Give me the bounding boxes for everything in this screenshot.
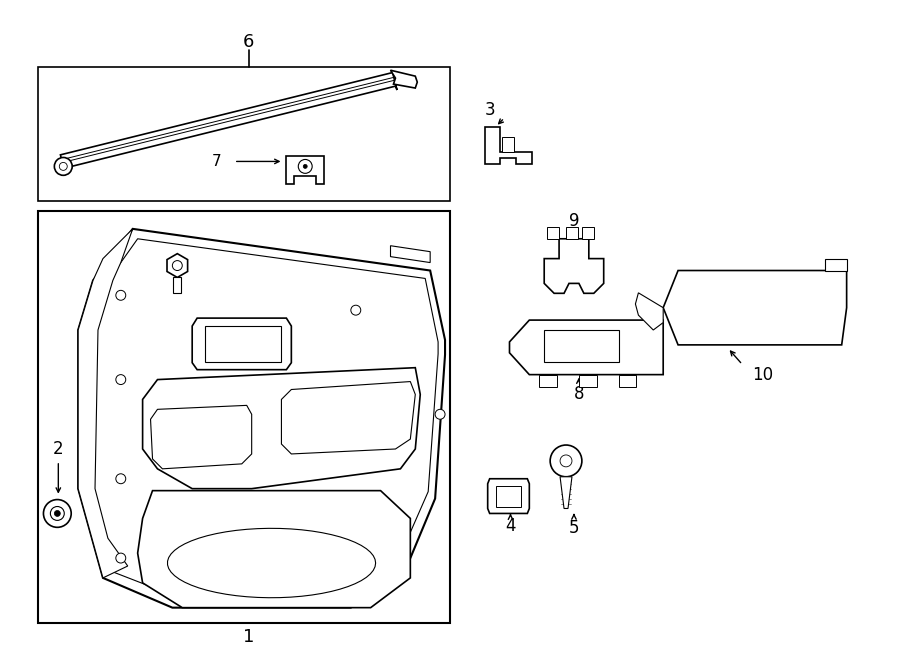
Bar [582, 227, 594, 239]
Circle shape [435, 409, 445, 419]
Circle shape [54, 157, 72, 175]
Text: 9: 9 [569, 212, 580, 230]
Bar [547, 227, 559, 239]
Polygon shape [824, 258, 847, 270]
Circle shape [351, 305, 361, 315]
Polygon shape [150, 405, 252, 469]
Circle shape [173, 260, 183, 270]
Text: 2: 2 [53, 440, 64, 458]
Polygon shape [485, 127, 532, 165]
Polygon shape [138, 490, 410, 607]
Circle shape [116, 375, 126, 385]
Polygon shape [560, 477, 572, 508]
Circle shape [43, 500, 71, 527]
Polygon shape [174, 278, 181, 293]
Text: 10: 10 [752, 366, 773, 383]
Polygon shape [286, 157, 324, 184]
Polygon shape [496, 486, 521, 506]
Polygon shape [544, 330, 618, 362]
Circle shape [54, 510, 60, 516]
Circle shape [116, 474, 126, 484]
Circle shape [550, 445, 582, 477]
Text: 6: 6 [243, 34, 255, 52]
Polygon shape [391, 246, 430, 262]
Polygon shape [193, 318, 292, 369]
Circle shape [346, 583, 356, 593]
Circle shape [116, 290, 126, 300]
Polygon shape [488, 479, 529, 514]
Text: 5: 5 [569, 520, 580, 537]
Circle shape [303, 165, 307, 169]
Circle shape [560, 455, 572, 467]
Polygon shape [78, 229, 132, 578]
Polygon shape [501, 137, 515, 151]
Polygon shape [60, 73, 397, 169]
Bar [579, 375, 597, 387]
Bar [618, 375, 636, 387]
Circle shape [50, 506, 64, 520]
Polygon shape [663, 270, 847, 345]
Text: 3: 3 [484, 101, 495, 119]
Polygon shape [167, 254, 187, 278]
Bar [39, 211, 450, 623]
Polygon shape [509, 320, 663, 375]
Text: 1: 1 [243, 629, 255, 646]
Circle shape [59, 163, 68, 171]
Polygon shape [142, 368, 420, 488]
Polygon shape [635, 293, 663, 330]
Polygon shape [167, 528, 375, 598]
Circle shape [298, 159, 312, 173]
Bar [566, 227, 578, 239]
Circle shape [116, 553, 126, 563]
Polygon shape [78, 229, 445, 607]
Text: 8: 8 [573, 385, 584, 403]
Polygon shape [282, 381, 415, 454]
Text: 4: 4 [505, 518, 516, 535]
Polygon shape [205, 326, 282, 362]
Bar [539, 375, 557, 387]
Polygon shape [391, 70, 418, 88]
Bar [39, 67, 450, 201]
Polygon shape [544, 239, 604, 293]
Text: 7: 7 [212, 154, 221, 169]
